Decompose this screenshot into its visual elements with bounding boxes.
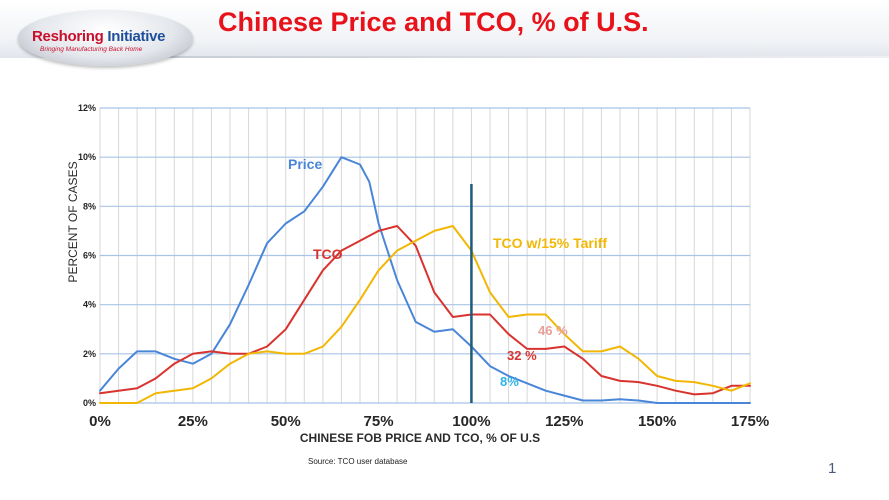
x-tick-label: 175% [731,413,769,430]
x-tick-label: 75% [364,413,394,430]
y-tick-label: 8% [83,201,96,211]
y-tick-label: 6% [83,251,96,261]
y-tick-label: 10% [78,152,96,162]
logo-tagline: Bringing Manufacturing Back Home [40,46,143,53]
logo-name: Reshoring Initiative [32,28,166,45]
x-tick-label: 125% [545,413,583,430]
price-series-line [99,156,751,404]
x-tick-label: 25% [178,413,208,430]
logo-oval [18,10,193,66]
y-tick-label: 4% [83,300,96,310]
logo-name-part1: Reshoring [32,28,104,45]
x-tick-label: 0% [89,413,111,430]
y-axis-label: PERCENT OF CASES [66,161,80,282]
price-share-label: 8% [500,374,519,389]
tariff-label: TCO w/15% Tariff [493,235,607,251]
x-tick-label: 150% [638,413,676,430]
tariff-share-label: 46 % [538,323,568,338]
tco-share-label: 32 % [507,348,537,363]
price-label: Price [288,156,322,172]
x-tick-label: 100% [452,413,490,430]
header-divider [170,56,889,58]
tco-label: TCO [313,246,343,262]
tco-series-line [99,225,751,396]
y-tick-label: 0% [83,398,96,408]
source-note: Source: TCO user database [308,457,408,466]
slide-title: Chinese Price and TCO, % of U.S. [218,7,649,37]
reshoring-logo: Reshoring Initiative Bringing Manufactur… [18,6,193,68]
tariff-series-line [99,225,751,404]
y-tick-label: 2% [83,349,96,359]
x-axis-label: CHINESE FOB PRICE AND TCO, % OF U.S [300,431,540,445]
x-tick-label: 50% [271,413,301,430]
logo-name-part2: Initiative [103,28,166,45]
page-number: 1 [828,460,837,477]
y-tick-label: 12% [78,103,96,113]
